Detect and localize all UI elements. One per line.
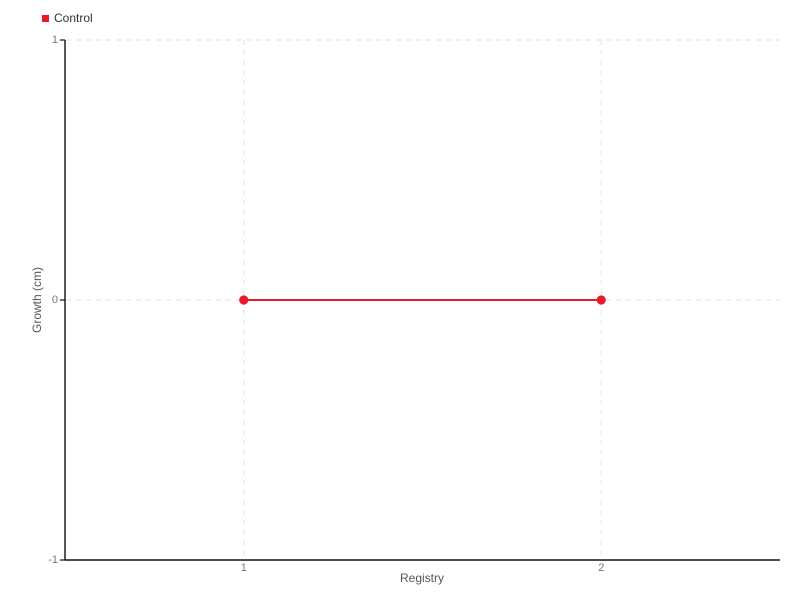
x-tick-label: 2	[598, 562, 605, 574]
x-tick-label: 1	[240, 562, 247, 574]
y-tick-label: -1	[48, 554, 58, 566]
y-axis-title: Growth (cm)	[30, 267, 44, 333]
legend-label: Control	[54, 11, 93, 25]
legend-marker	[42, 14, 49, 22]
data-point-marker	[596, 295, 606, 305]
y-tick-label: 0	[51, 294, 58, 306]
legend: Control	[42, 11, 93, 25]
data-point-marker	[239, 295, 249, 305]
x-axis-title: Registry	[399, 571, 445, 585]
y-tick-label: 1	[51, 34, 58, 46]
